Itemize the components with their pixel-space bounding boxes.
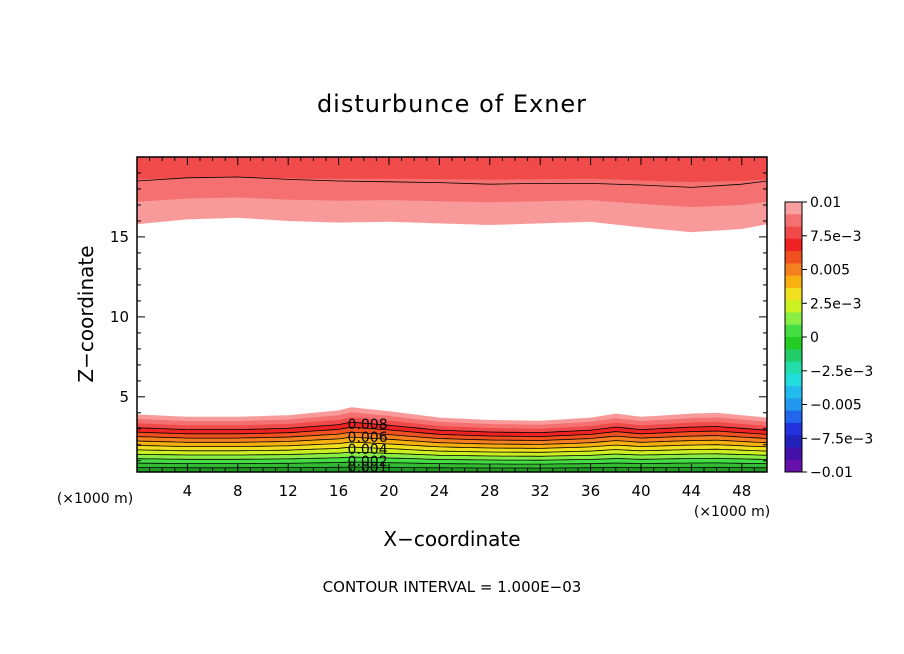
colorbar-swatch	[785, 459, 802, 473]
x-tick-label: 48	[732, 482, 751, 500]
lower-contour-1	[137, 466, 767, 469]
colorbar-label: 0.005	[810, 263, 850, 279]
lower-contour-3	[136, 456, 768, 461]
y-tick-label: 15	[110, 228, 129, 246]
contour-label: 0.002	[348, 454, 388, 470]
contour-label: 0.008	[348, 417, 388, 433]
x-tick-label: 24	[430, 482, 449, 500]
x-axis: 4 8 12 16 20 24 28 32 36 40 44 48	[136, 157, 768, 500]
colorbar-labels: 0.01 7.5e−3 0.005 2.5e−3 0 −2.5e−3 −0.005 −7.5e…	[802, 195, 873, 481]
colorbar-swatch	[785, 324, 802, 338]
x-axis-unit-right: (×1000 m)	[694, 504, 770, 520]
lower-contour-2	[136, 461, 768, 465]
contour-lines	[136, 176, 768, 469]
contour-label: 0.004	[348, 442, 388, 458]
x-tick-label: 36	[581, 482, 600, 500]
lower-contour-8	[136, 431, 768, 441]
x-tick-label: 16	[329, 482, 348, 500]
y-axis-label: Z−coordinate	[74, 245, 98, 382]
colorbar-label: −0.005	[810, 398, 862, 414]
colorbar-label: 0.01	[810, 195, 841, 211]
colorbar-label: 0	[810, 330, 819, 346]
x-tick-label: 20	[379, 482, 398, 500]
lower-contour-10	[136, 421, 768, 434]
colorbar-label: 2.5e−3	[810, 296, 862, 312]
lower-contour-9	[136, 426, 768, 438]
colorbar	[785, 202, 802, 473]
colorbar-swatch	[785, 435, 802, 448]
colorbar-swatch	[785, 226, 802, 240]
x-tick-label: 44	[682, 482, 701, 500]
colorbar-swatch	[785, 287, 802, 301]
y-tick-label: 10	[110, 308, 129, 326]
contour-interval: CONTOUR INTERVAL = 1.000E−03	[323, 578, 582, 596]
colorbar-swatch	[785, 447, 802, 461]
contour-label: 0.001	[348, 460, 388, 476]
colorbar-swatch	[785, 275, 802, 289]
colorbar-label: −2.5e−3	[810, 364, 873, 380]
colorbar-swatch	[785, 422, 802, 436]
upper-contour	[136, 176, 768, 188]
colorbar-swatch	[785, 410, 802, 424]
x-tick-label: 32	[531, 482, 550, 500]
chart-title: disturbunce of Exner	[317, 90, 587, 118]
x-tick-label: 4	[183, 482, 193, 500]
colorbar-swatch	[785, 263, 802, 277]
x-tick-label: 12	[279, 482, 298, 500]
x-axis-label: X−coordinate	[383, 527, 520, 551]
colorbar-swatch	[785, 238, 802, 252]
upper-band-1	[137, 157, 767, 183]
lower-contour-6	[136, 441, 768, 449]
colorbar-swatch	[785, 300, 802, 313]
colorbar-swatch	[785, 251, 802, 264]
colorbar-swatch	[785, 361, 802, 375]
lower-contour-5	[136, 446, 768, 453]
colorbar-swatch	[785, 202, 802, 215]
colorbar-label: −7.5e−3	[810, 431, 873, 447]
contour-fill	[137, 157, 767, 472]
colorbar-swatch	[785, 373, 802, 387]
colorbar-swatch	[785, 214, 802, 228]
y-axis: 5 10 15	[110, 156, 767, 462]
x-tick-label: 28	[480, 482, 499, 500]
colorbar-swatch	[785, 386, 802, 399]
x-axis-unit-left: (×1000 m)	[57, 491, 133, 507]
colorbar-swatch	[785, 312, 802, 326]
colorbar-label: −0.01	[810, 465, 853, 481]
x-tick-label: 8	[233, 482, 243, 500]
colorbar-swatch	[785, 398, 802, 412]
contour-label: 0.006	[348, 430, 388, 446]
lower-contour-7	[136, 436, 768, 445]
lower-contour-4	[136, 451, 768, 457]
x-tick-label: 40	[631, 482, 650, 500]
colorbar-label: 7.5e−3	[810, 229, 862, 245]
y-tick-label: 5	[119, 388, 129, 406]
colorbar-swatch	[785, 349, 802, 363]
colorbar-swatch	[785, 337, 802, 350]
